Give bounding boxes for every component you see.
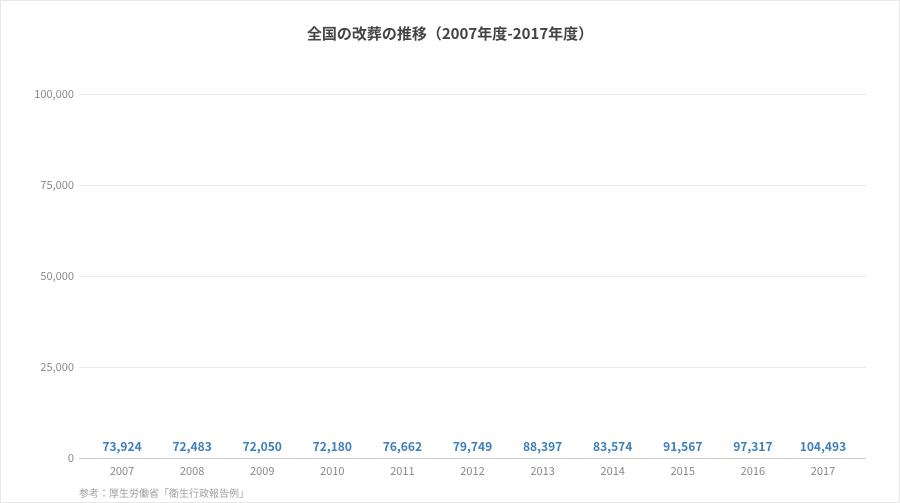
y-axis-label: 0 bbox=[24, 450, 74, 466]
x-axis-ticks: 2007200820092010201120122013201420152016… bbox=[79, 459, 866, 479]
x-axis-label: 2009 bbox=[227, 463, 297, 479]
x-axis-label: 2017 bbox=[788, 463, 858, 479]
bar-value-label: 72,483 bbox=[172, 438, 211, 455]
y-axis-label: 50,000 bbox=[24, 268, 74, 284]
bars-container: 73,924 72,483 72,050 72,180 76,662 79,749 88,3… bbox=[79, 58, 866, 458]
plot-area: 73,924 72,483 72,050 72,180 76,662 79,749 88,3… bbox=[79, 58, 866, 459]
y-axis-label: 25,000 bbox=[24, 359, 74, 375]
bar-value-label: 76,662 bbox=[383, 438, 422, 455]
y-axis-label: 75,000 bbox=[24, 177, 74, 193]
bar-value-label: 79,749 bbox=[453, 438, 492, 455]
bar-value-label: 83,574 bbox=[593, 438, 632, 455]
bar-value-label: 88,397 bbox=[523, 438, 562, 455]
bar-value-label: 104,493 bbox=[800, 438, 846, 455]
x-axis-label: 2010 bbox=[297, 463, 367, 479]
gridline bbox=[79, 94, 866, 95]
bar-value-label: 72,180 bbox=[313, 438, 352, 455]
x-axis-label: 2014 bbox=[578, 463, 648, 479]
x-axis-label: 2012 bbox=[437, 463, 507, 479]
bar-value-label: 72,050 bbox=[243, 438, 282, 455]
source-label: 参考：厚生労働省「衛生行政報告例」 bbox=[79, 485, 871, 500]
x-axis-label: 2007 bbox=[87, 463, 157, 479]
x-axis-label: 2016 bbox=[718, 463, 788, 479]
bar-value-label: 73,924 bbox=[102, 438, 141, 455]
chart-title: 全国の改葬の推移（2007年度-2017年度） bbox=[29, 23, 871, 44]
x-axis-label: 2008 bbox=[157, 463, 227, 479]
x-axis-label: 2013 bbox=[508, 463, 578, 479]
y-axis-label: 100,000 bbox=[24, 86, 74, 102]
bar-value-label: 91,567 bbox=[663, 438, 702, 455]
gridline bbox=[79, 367, 866, 368]
gridline bbox=[79, 185, 866, 186]
x-axis-label: 2015 bbox=[648, 463, 718, 479]
bar-value-label: 97,317 bbox=[733, 438, 772, 455]
gridline bbox=[79, 276, 866, 277]
chart-frame: 全国の改葬の推移（2007年度-2017年度） 73,924 72,483 72,0… bbox=[0, 0, 900, 503]
x-axis-label: 2011 bbox=[367, 463, 437, 479]
